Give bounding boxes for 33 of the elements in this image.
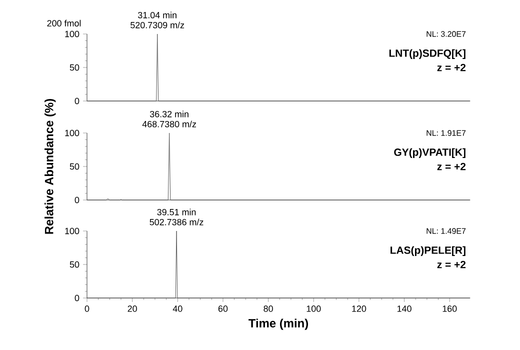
y-tick-label: 0 [74, 294, 80, 302]
x-axis-title: Time (min) [248, 318, 308, 330]
chart-title: 200 fmol [47, 20, 81, 26]
x-tick-label: 160 [442, 306, 457, 312]
x-tick-label: 0 [84, 306, 90, 312]
annotation: 520.7309 m/z [130, 22, 184, 28]
annotation: 502.7386 m/z [150, 218, 204, 226]
annotation: z = +2 [437, 260, 466, 268]
x-tick-label: 140 [397, 306, 412, 312]
y-tick-label: 0 [74, 98, 80, 104]
y-tick-label: 100 [65, 30, 80, 38]
annotation: LAS(p)PELE[R] [390, 246, 466, 256]
x-tick-label: 120 [352, 306, 366, 312]
annotation: z = +2 [437, 64, 466, 72]
y-tick-label: 100 [65, 228, 80, 234]
y-tick-label: 50 [70, 64, 80, 71]
x-tick-label: 80 [264, 306, 273, 312]
x-tick-label: 60 [218, 306, 228, 312]
annotation: LNT(p)SDFQ[K] [389, 49, 466, 59]
annotation: 36.32 min [150, 110, 188, 118]
y-tick-label: 0 [74, 196, 80, 204]
annotation: GY(p)VPATI[K] [394, 148, 466, 158]
annotation: z = +2 [437, 162, 466, 170]
annotation: 31.04 min [138, 12, 176, 18]
x-tick-label: 20 [128, 306, 137, 312]
x-tick-label: 100 [306, 306, 321, 312]
x-tick-label: 40 [172, 306, 182, 312]
y-tick-label: 50 [70, 163, 80, 170]
y-axis-title: Relative Abundance (%) [44, 99, 56, 234]
annotation: 468.7380 m/z [142, 120, 196, 128]
annotation: 39.51 min [157, 208, 196, 216]
y-tick-label: 100 [65, 130, 80, 136]
y-tick-label: 50 [70, 261, 80, 268]
